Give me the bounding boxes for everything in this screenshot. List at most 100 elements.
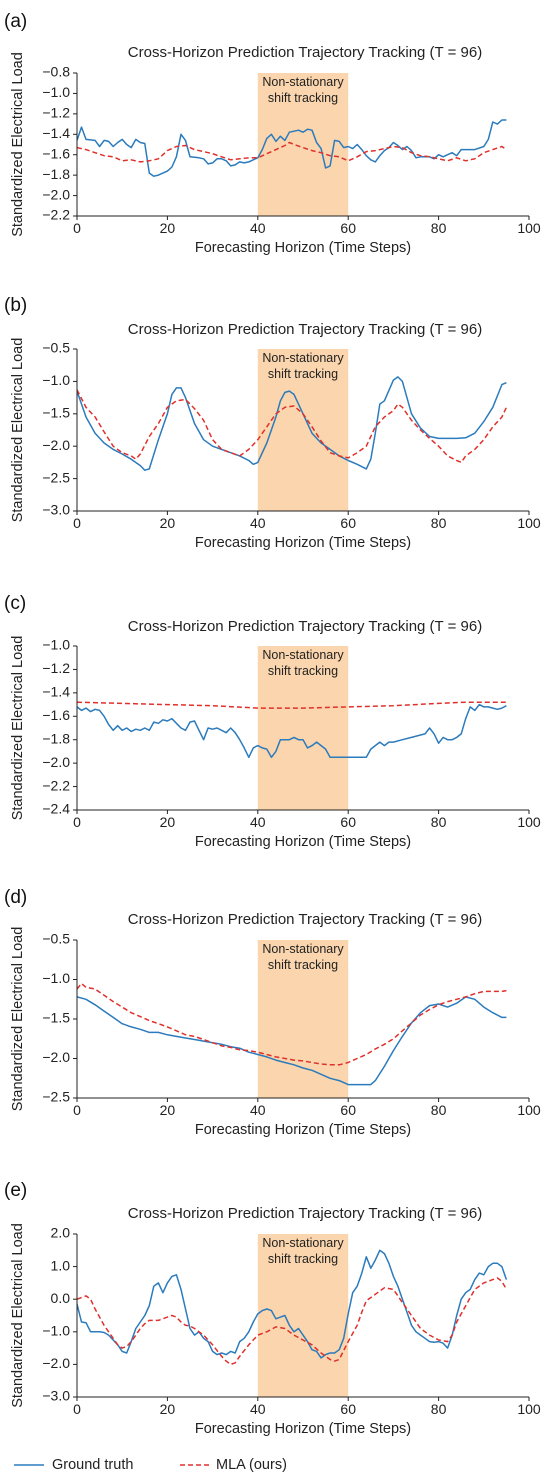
x-axis-label: Forecasting Horizon (Time Steps) (195, 1122, 411, 1138)
y-tick-label: −1.0 (42, 637, 70, 653)
shaded-region (257, 349, 349, 511)
annotation-line: Non-stationary (262, 942, 344, 956)
y-tick-label: −1.8 (42, 166, 70, 182)
series-mla (77, 389, 508, 464)
y-tick-label: −2.0 (42, 1049, 70, 1065)
x-tick-label: 0 (73, 814, 81, 830)
y-tick-label: −1.6 (42, 145, 70, 161)
x-tick-label: 40 (250, 515, 266, 531)
chart-panel-2: (c) Cross-Horizon Prediction Trajectory T… (4, 593, 541, 850)
x-axis-label: Forecasting Horizon (Time Steps) (195, 834, 411, 850)
annotation-line: shift tracking (268, 1252, 338, 1266)
legend-ground-truth-label: Ground truth (52, 1457, 133, 1473)
annotation-line: Non-stationary (262, 75, 344, 89)
series-mla (77, 141, 507, 163)
x-tick-label: 40 (250, 1102, 266, 1118)
x-tick-label: 80 (431, 515, 447, 531)
y-tick-label: −1.4 (42, 684, 70, 700)
x-tick-label: 80 (431, 1102, 447, 1118)
panel-letter: (e) (4, 1180, 27, 1201)
series-ground-truth (77, 1249, 508, 1359)
panel-letter: (a) (4, 11, 27, 32)
y-tick-label: −1.0 (42, 372, 70, 388)
chart-panel-0: (a) Cross-Horizon Prediction Trajectory T… (4, 11, 541, 256)
series-ground-truth (77, 703, 507, 759)
x-axis-label: Forecasting Horizon (Time Steps) (195, 1421, 411, 1437)
x-tick-label: 60 (340, 515, 356, 531)
panel-letter: (b) (4, 295, 27, 316)
y-tick-label: −0.5 (42, 931, 70, 947)
x-tick-label: 0 (73, 1102, 81, 1118)
x-tick-label: 100 (517, 220, 541, 236)
x-tick-label: 80 (431, 1401, 447, 1417)
legend-mla-label: MLA (ours) (216, 1457, 287, 1473)
x-tick-label: 20 (160, 220, 176, 236)
x-tick-label: 100 (517, 1102, 541, 1118)
y-tick-label: −1.0 (42, 84, 70, 100)
x-tick-label: 40 (250, 814, 266, 830)
chart-title: Cross-Horizon Prediction Trajectory Trac… (128, 321, 482, 338)
y-tick-label: 2.0 (51, 1225, 71, 1241)
chart-panel-1: (b) Cross-Horizon Prediction Trajectory T… (4, 295, 541, 551)
y-tick-label: −1.8 (42, 730, 70, 746)
annotation-line: shift tracking (268, 664, 338, 678)
y-tick-label: −2.0 (42, 437, 70, 453)
x-tick-label: 40 (250, 220, 266, 236)
annotation-line: shift tracking (268, 367, 338, 381)
x-tick-label: 20 (160, 814, 176, 830)
chart-title: Cross-Horizon Prediction Trajectory Trac… (128, 911, 482, 928)
chart-panel-4: (e) Cross-Horizon Prediction Trajectory T… (4, 1180, 541, 1437)
y-tick-label: −2.0 (42, 754, 70, 770)
y-tick-label: −2.2 (42, 777, 70, 793)
y-tick-label: −2.5 (42, 1089, 70, 1105)
y-tick-label: −1.4 (42, 125, 70, 141)
series-mla (77, 701, 507, 709)
annotation-line: Non-stationary (262, 648, 344, 662)
y-tick-label: −1.0 (42, 970, 70, 986)
y-tick-label: −3.0 (42, 1388, 70, 1404)
y-axis-label: Standardized Electrical Load (10, 338, 26, 523)
chart-title: Cross-Horizon Prediction Trajectory Trac… (128, 1205, 482, 1222)
shaded-region (257, 646, 349, 810)
y-tick-label: −2.0 (42, 1355, 70, 1371)
y-tick-label: −3.0 (42, 502, 70, 518)
y-tick-label: −1.6 (42, 707, 70, 723)
y-tick-label: −0.8 (42, 64, 70, 80)
y-tick-label: −1.2 (42, 105, 70, 121)
series-mla (77, 1277, 508, 1366)
y-tick-label: −1.5 (42, 405, 70, 421)
y-tick-label: −0.5 (42, 340, 70, 356)
x-tick-label: 60 (340, 1102, 356, 1118)
x-tick-label: 0 (73, 220, 81, 236)
annotation-line: Non-stationary (262, 351, 344, 365)
x-tick-label: 80 (431, 220, 447, 236)
annotation-line: shift tracking (268, 91, 338, 105)
x-tick-label: 100 (517, 814, 541, 830)
x-tick-label: 20 (160, 1401, 176, 1417)
annotation-line: shift tracking (268, 958, 338, 972)
shaded-region (257, 940, 349, 1098)
x-axis-label: Forecasting Horizon (Time Steps) (195, 240, 411, 256)
y-tick-label: 0.0 (51, 1290, 71, 1306)
x-tick-label: 20 (160, 1102, 176, 1118)
y-axis-label: Standardized Electrical Load (10, 927, 26, 1112)
x-tick-label: 40 (250, 1401, 266, 1417)
chart-panel-3: (d) Cross-Horizon Prediction Trajectory T… (4, 887, 541, 1138)
chart-title: Cross-Horizon Prediction Trajectory Trac… (128, 44, 482, 61)
legend: Ground truth MLA (ours) (14, 1457, 287, 1473)
y-tick-label: −2.0 (42, 186, 70, 202)
x-tick-label: 20 (160, 515, 176, 531)
x-tick-label: 60 (340, 220, 356, 236)
x-tick-label: 60 (340, 1401, 356, 1417)
y-tick-label: −2.2 (42, 207, 70, 223)
y-axis-label: Standardized Electrical Load (10, 52, 26, 237)
shaded-region (257, 1234, 349, 1397)
chart-title: Cross-Horizon Prediction Trajectory Trac… (128, 618, 482, 635)
x-tick-label: 60 (340, 814, 356, 830)
y-tick-label: −2.5 (42, 469, 70, 485)
x-tick-label: 0 (73, 1401, 81, 1417)
y-tick-label: 1.0 (51, 1257, 71, 1273)
x-tick-label: 100 (517, 515, 541, 531)
x-tick-label: 100 (517, 1401, 541, 1417)
